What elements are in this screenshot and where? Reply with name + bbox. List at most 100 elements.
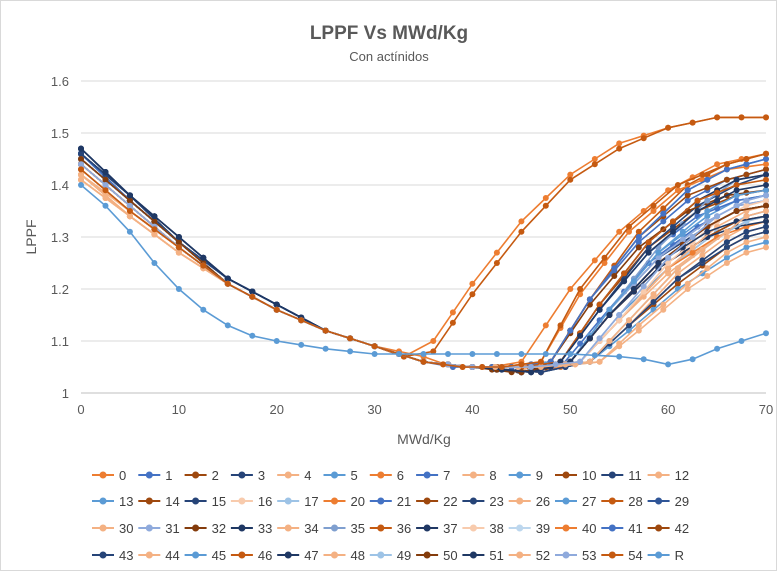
data-point xyxy=(577,332,584,339)
legend-label: 9 xyxy=(536,468,543,483)
legend-marker xyxy=(562,471,570,479)
data-point xyxy=(679,228,686,235)
legend-marker xyxy=(377,551,385,559)
data-point xyxy=(665,270,672,277)
legend-label: 16 xyxy=(258,494,272,509)
legend-item-20: 20 xyxy=(323,494,365,509)
x-tick-label: 60 xyxy=(661,402,675,417)
legend-label: 44 xyxy=(165,548,179,563)
legend-label: 46 xyxy=(258,548,272,563)
data-point xyxy=(670,228,676,235)
data-point xyxy=(493,249,500,256)
data-point xyxy=(601,260,608,266)
y-tick-label: 1.6 xyxy=(51,74,69,89)
legend-label: 43 xyxy=(119,548,133,563)
legend-item-29: 29 xyxy=(647,494,689,509)
data-point xyxy=(102,195,109,201)
data-point xyxy=(763,182,769,188)
data-point xyxy=(126,202,133,209)
legend-item-35: 35 xyxy=(323,521,365,536)
data-point xyxy=(616,228,623,235)
data-point xyxy=(601,254,608,261)
legend-marker xyxy=(655,524,663,532)
legend-marker xyxy=(331,551,338,559)
data-point xyxy=(537,364,544,370)
data-point xyxy=(723,166,730,173)
data-point xyxy=(689,119,696,126)
data-point xyxy=(626,322,632,329)
legend-marker xyxy=(608,524,616,532)
data-point xyxy=(586,335,593,342)
legend-item-46: 46 xyxy=(230,548,272,563)
legend-item-14: 14 xyxy=(138,494,180,509)
data-point xyxy=(420,351,427,357)
data-point xyxy=(606,306,613,313)
legend-marker xyxy=(284,471,292,479)
legend-label: 42 xyxy=(675,521,689,536)
data-point xyxy=(660,205,667,212)
data-point xyxy=(660,210,667,217)
x-tick-label: 10 xyxy=(172,402,186,417)
data-point xyxy=(763,150,769,157)
data-point xyxy=(606,312,613,318)
data-point xyxy=(445,351,451,357)
legend-marker xyxy=(655,471,663,479)
data-point xyxy=(518,218,525,225)
data-point xyxy=(224,275,231,282)
legend-label: 17 xyxy=(304,494,318,509)
data-point xyxy=(635,239,642,246)
legend-marker xyxy=(377,471,385,479)
legend-item-16: 16 xyxy=(230,494,272,509)
legend-item-50: 50 xyxy=(416,548,458,563)
data-point xyxy=(723,161,730,168)
data-point xyxy=(743,239,750,246)
data-point xyxy=(655,249,662,256)
data-point xyxy=(175,244,182,251)
legend-item-53: 53 xyxy=(555,548,596,563)
data-point xyxy=(518,228,525,235)
data-point xyxy=(763,176,769,183)
x-axis-ticks: 0 10 20 30 40 50 60 70 xyxy=(77,402,773,417)
data-point xyxy=(200,306,207,313)
data-point xyxy=(743,156,750,162)
legend-marker xyxy=(562,497,570,505)
data-point xyxy=(102,169,109,175)
data-point xyxy=(528,369,535,376)
data-point xyxy=(763,234,769,240)
data-point xyxy=(273,306,280,313)
data-point xyxy=(249,288,256,295)
data-point xyxy=(102,182,109,188)
data-point xyxy=(528,364,535,370)
data-point xyxy=(630,286,637,292)
x-tick-label: 50 xyxy=(563,402,577,417)
data-point xyxy=(200,262,207,269)
data-point xyxy=(542,322,549,329)
legend-label: 33 xyxy=(258,521,272,536)
x-tick-label: 40 xyxy=(465,402,479,417)
legend-item-6: 6 xyxy=(369,468,404,483)
data-point xyxy=(733,192,740,199)
data-point xyxy=(684,197,691,204)
data-point xyxy=(704,184,711,191)
data-point xyxy=(542,202,549,209)
data-point xyxy=(616,353,623,360)
data-point xyxy=(469,291,476,298)
data-point xyxy=(763,330,769,337)
legend-marker xyxy=(238,497,246,505)
legend-label: 53 xyxy=(582,548,596,563)
legend-item-R: R xyxy=(647,548,684,563)
legend-label: 31 xyxy=(165,521,179,536)
legend-label: 38 xyxy=(489,521,503,536)
data-point xyxy=(542,351,549,357)
legend-item-43: 43 xyxy=(92,548,133,563)
data-point xyxy=(655,254,662,261)
legend-item-12: 12 xyxy=(647,468,689,483)
data-point xyxy=(763,218,769,225)
legend-label: 11 xyxy=(628,468,642,483)
legend-marker xyxy=(99,551,107,559)
data-point xyxy=(674,182,681,188)
data-point xyxy=(371,351,378,357)
legend-item-1: 1 xyxy=(138,468,173,483)
